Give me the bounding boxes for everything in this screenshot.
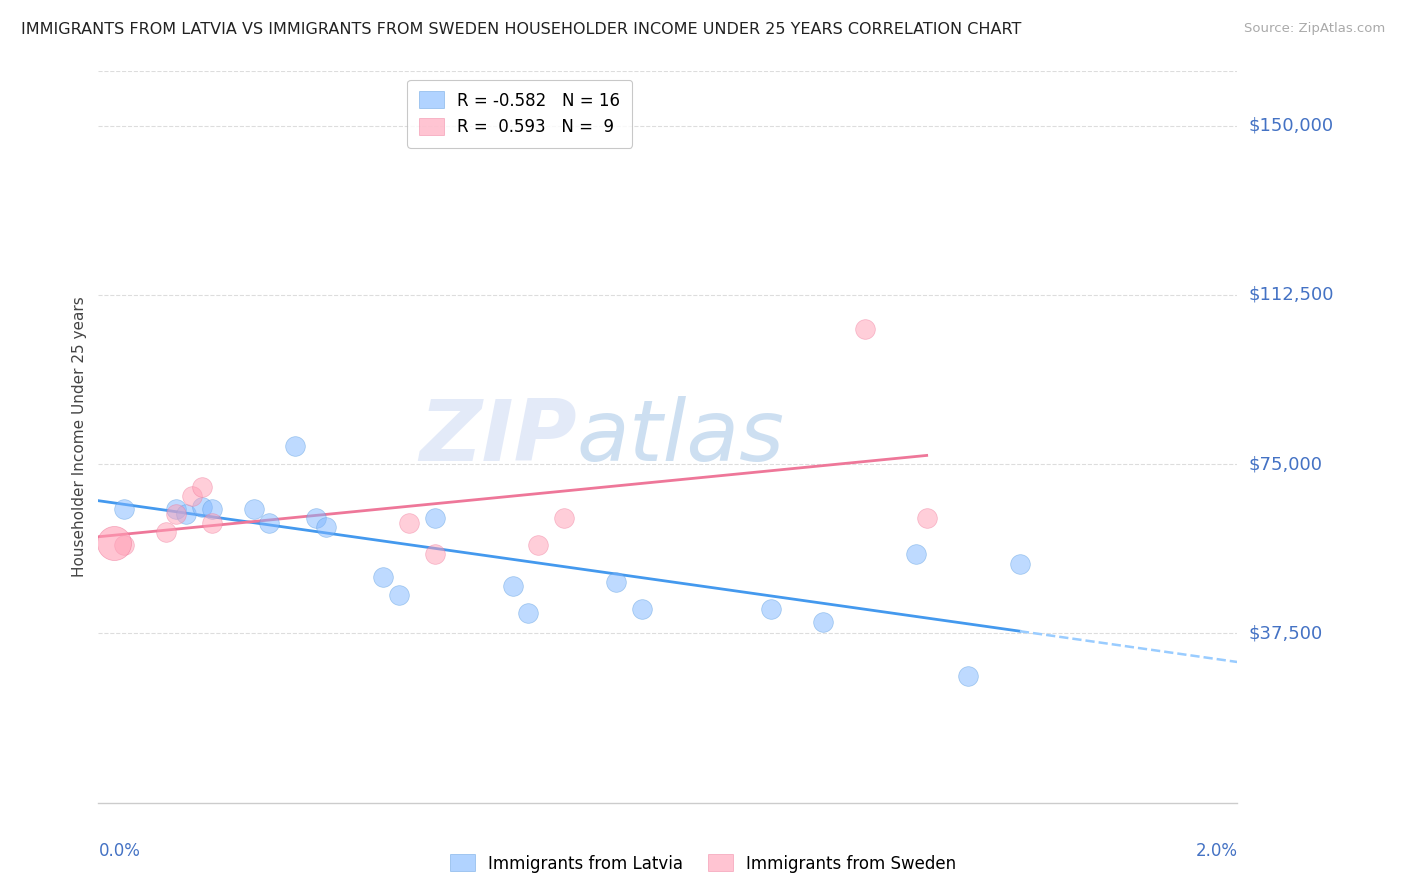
Text: IMMIGRANTS FROM LATVIA VS IMMIGRANTS FROM SWEDEN HOUSEHOLDER INCOME UNDER 25 YEA: IMMIGRANTS FROM LATVIA VS IMMIGRANTS FRO… [21,22,1022,37]
Text: $112,500: $112,500 [1249,285,1334,304]
Point [103,536,125,550]
Point [284,439,307,453]
Point [631,601,654,615]
Point [305,511,328,525]
Point [502,579,524,593]
Point [517,606,540,620]
Point [761,601,783,615]
Point [527,538,550,552]
Point [165,502,187,516]
Point [112,538,135,552]
Point [180,489,202,503]
Point [315,520,337,534]
Point [605,574,627,589]
Point [201,516,224,530]
Text: 0.0%: 0.0% [98,842,141,860]
Point [553,511,575,525]
Point [112,502,135,516]
Point [371,570,394,584]
Point [155,524,177,539]
Text: ZIP: ZIP [419,395,576,479]
Point [957,669,980,683]
Point [398,516,420,530]
Point [176,507,198,521]
Legend: R = -0.582   N = 16, R =  0.593   N =  9: R = -0.582 N = 16, R = 0.593 N = 9 [408,79,633,148]
Point [905,548,928,562]
Text: $37,500: $37,500 [1249,624,1323,642]
Text: Source: ZipAtlas.com: Source: ZipAtlas.com [1244,22,1385,36]
Point [388,588,411,602]
Point [1008,557,1031,571]
Point [423,511,446,525]
Point [915,511,938,525]
Legend: Immigrants from Latvia, Immigrants from Sweden: Immigrants from Latvia, Immigrants from … [443,847,963,880]
Point [201,502,224,516]
Text: $75,000: $75,000 [1249,455,1323,473]
Text: $150,000: $150,000 [1249,117,1333,135]
Point [853,322,876,336]
Point [191,480,214,494]
Text: 2.0%: 2.0% [1195,842,1237,860]
Point [259,516,281,530]
Point [165,507,187,521]
Point [191,500,214,514]
Point [423,548,446,562]
Point [242,502,264,516]
Text: atlas: atlas [576,395,785,479]
Point [811,615,834,630]
Y-axis label: Householder Income Under 25 years: Householder Income Under 25 years [72,297,87,577]
